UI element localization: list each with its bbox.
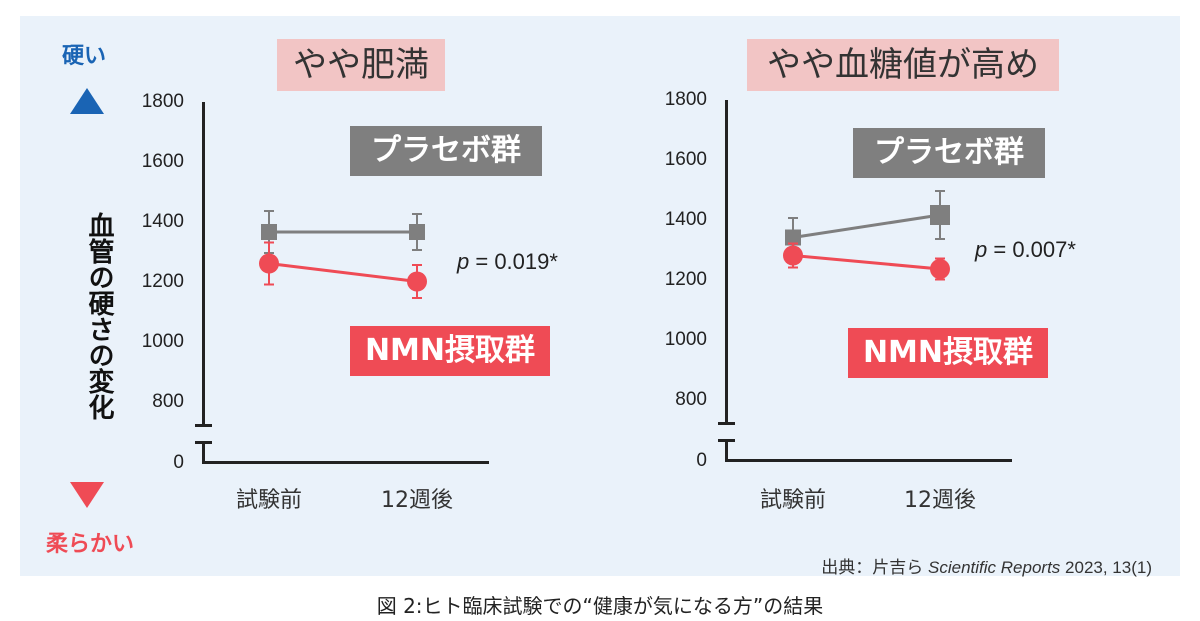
- p-value-text: = 0.007*: [987, 237, 1076, 262]
- y-tick-label: 1000: [141, 331, 184, 352]
- data-point-square: [785, 229, 801, 246]
- plot-area: [783, 190, 950, 281]
- figure-caption: 図 2:ヒト臨床試験での“健康が気になる方”の結果: [376, 594, 824, 618]
- chart-title: やや肥満: [277, 39, 445, 91]
- y-tick-label: 1800: [141, 91, 184, 112]
- y-tick-label: 1800: [664, 89, 707, 110]
- x-category-label: 12週後: [381, 488, 453, 513]
- data-point-circle: [930, 259, 950, 279]
- y-tick-label: 0: [173, 452, 184, 473]
- y-tick-label: 1600: [664, 149, 707, 170]
- y-tick-label: 800: [675, 389, 707, 410]
- axis-break-mark: [195, 424, 212, 427]
- axis-break-mark: [718, 422, 735, 425]
- series-line: [792, 254, 941, 271]
- p-value: p = 0.019*: [457, 249, 558, 275]
- x-axis-line: [202, 461, 489, 464]
- series-line: [268, 262, 418, 283]
- y-axis-title: 血管の硬さの変化: [84, 212, 114, 420]
- data-point-circle: [407, 271, 427, 292]
- data-point-square: [930, 205, 950, 225]
- p-symbol: p: [457, 249, 470, 274]
- y-tick-label: 1200: [141, 271, 184, 292]
- source-prefix: 出典：片吉ら: [821, 558, 929, 577]
- soft-label: 柔らかい: [46, 532, 135, 557]
- x-category-label: 12週後: [904, 488, 976, 513]
- figure-panel: 硬い 血管の硬さの変化 柔らかい やや肥満 1800 1600 1400 120…: [20, 16, 1180, 578]
- p-symbol: p: [975, 237, 988, 262]
- y-axis-line-lower: [202, 441, 205, 464]
- data-point-circle: [259, 253, 279, 274]
- p-value-text: = 0.019*: [469, 249, 558, 274]
- nmn-group-label: NMN摂取群: [350, 326, 550, 376]
- up-triangle-icon: [70, 88, 104, 114]
- source-journal: Scientific Reports: [928, 558, 1061, 577]
- y-tick-label: 1400: [141, 211, 184, 232]
- y-tick-label: 1400: [664, 209, 707, 230]
- plot-area: [259, 210, 427, 299]
- y-tick-label: 1000: [664, 329, 707, 350]
- nmn-group-label: NMN摂取群: [848, 328, 1048, 378]
- placebo-group-label: プラセボ群: [350, 126, 542, 176]
- y-axis-line-lower: [725, 439, 728, 462]
- y-axis-line: [202, 102, 205, 427]
- source-rest: 2023, 13(1): [1060, 558, 1152, 577]
- data-point-circle: [783, 245, 803, 266]
- y-tick-label: 1600: [141, 151, 184, 172]
- y-axis-line: [725, 100, 728, 425]
- hard-label: 硬い: [62, 44, 107, 69]
- data-point-square: [261, 224, 277, 240]
- series-line: [792, 213, 941, 239]
- source-citation: 出典：片吉ら Scientific Reports 2023, 13(1): [821, 553, 1152, 578]
- y-tick-label: 0: [696, 450, 707, 471]
- data-point-square: [409, 224, 425, 240]
- x-category-label: 試験前: [759, 488, 826, 513]
- placebo-group-label: プラセボ群: [853, 128, 1045, 178]
- x-category-label: 試験前: [235, 488, 302, 513]
- chart-title: やや血糖値が高め: [747, 39, 1059, 91]
- y-tick-label: 800: [152, 391, 184, 412]
- x-axis-line: [725, 459, 1012, 462]
- down-triangle-icon: [70, 482, 104, 508]
- y-tick-label: 1200: [664, 269, 707, 290]
- p-value: p = 0.007*: [975, 237, 1076, 263]
